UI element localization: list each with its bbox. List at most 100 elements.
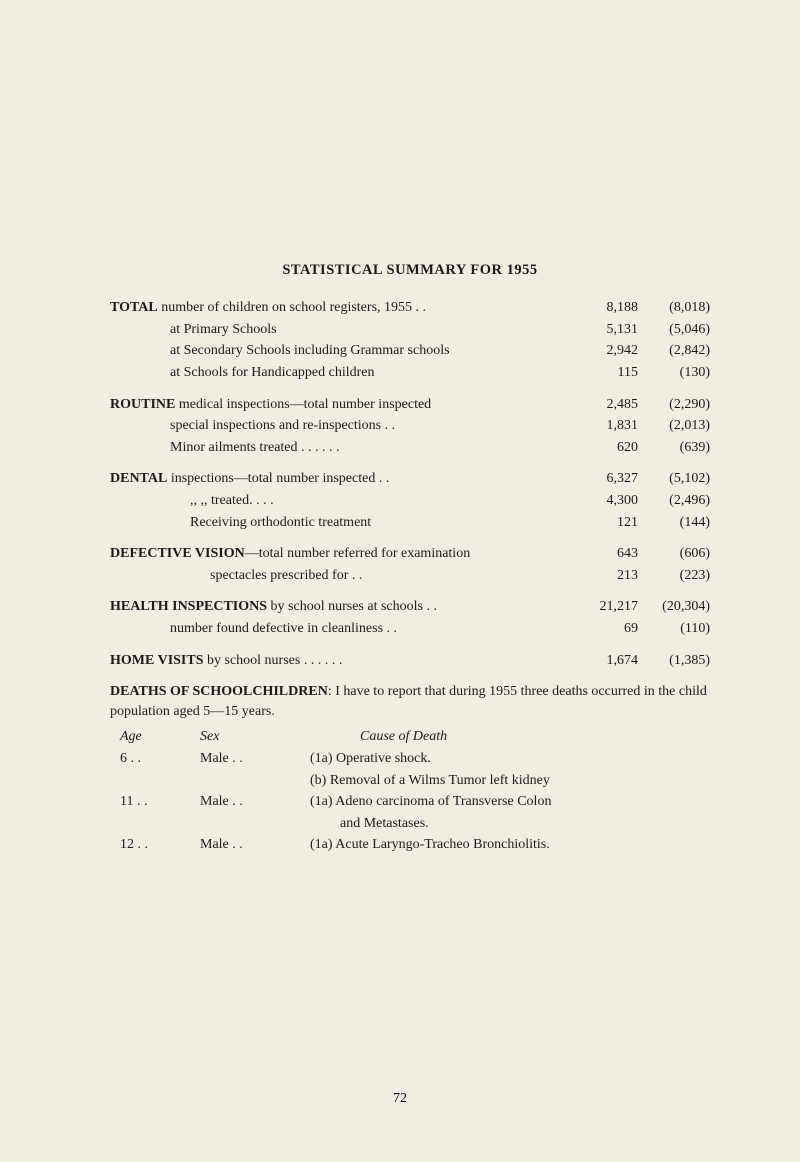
cell-sex: Male . . bbox=[200, 835, 310, 855]
stat-values: 6,327 (5,102) bbox=[586, 469, 710, 489]
cell-sex: Male . . bbox=[200, 749, 310, 769]
stat-value-current: 21,217 bbox=[586, 597, 638, 617]
stat-row: special inspections and re-inspections .… bbox=[110, 416, 710, 436]
stat-value-current: 1,674 bbox=[586, 651, 638, 671]
stat-section: ROUTINE medical inspections—total number… bbox=[110, 395, 710, 458]
statistics-sections: TOTAL number of children on school regis… bbox=[110, 298, 710, 670]
stat-label-text: number of children on school registers, … bbox=[158, 300, 426, 315]
section-heading: HEALTH INSPECTIONS bbox=[110, 599, 267, 614]
stat-values: 2,485 (2,290) bbox=[586, 395, 710, 415]
stat-value-current: 121 bbox=[586, 513, 638, 533]
stat-row: HOME VISITS by school nurses . . . . . .… bbox=[110, 651, 710, 671]
page-title: STATISTICAL SUMMARY FOR 1955 bbox=[110, 260, 710, 280]
stat-values: 115(130) bbox=[586, 363, 710, 383]
deaths-heading: DEATHS OF SCHOOLCHILDREN bbox=[110, 684, 328, 699]
stat-value-previous: (2,496) bbox=[650, 491, 710, 511]
stat-label-text: —total number referred for examination bbox=[245, 546, 470, 561]
stat-value-previous: (639) bbox=[650, 438, 710, 458]
stat-section: TOTAL number of children on school regis… bbox=[110, 298, 710, 382]
stat-row: spectacles prescribed for . .213(223) bbox=[110, 566, 710, 586]
stat-values: 8,188 (8,018) bbox=[586, 298, 710, 318]
deaths-intro: DEATHS OF SCHOOLCHILDREN: I have to repo… bbox=[110, 682, 710, 721]
stat-row: DENTAL inspections—total number inspecte… bbox=[110, 469, 710, 489]
stat-value-previous: (20,304) bbox=[650, 597, 710, 617]
stat-label: HEALTH INSPECTIONS by school nurses at s… bbox=[110, 597, 586, 617]
stat-row: Minor ailments treated . . . . . .620(63… bbox=[110, 438, 710, 458]
deaths-row: and Metastases. bbox=[120, 814, 710, 834]
section-heading: TOTAL bbox=[110, 300, 158, 315]
stat-value-current: 5,131 bbox=[586, 320, 638, 340]
deaths-row: 6 . .Male . .(1a) Operative shock. bbox=[120, 749, 710, 769]
stat-row: HEALTH INSPECTIONS by school nurses at s… bbox=[110, 597, 710, 617]
stat-values: 2,942(2,842) bbox=[586, 341, 710, 361]
stat-label-text: medical inspections—total number inspect… bbox=[175, 397, 431, 412]
stat-label: number found defective in cleanliness . … bbox=[110, 619, 586, 639]
stat-values: 1,831(2,013) bbox=[586, 416, 710, 436]
col-header-sex: Sex bbox=[200, 727, 310, 747]
deaths-row: 12 . .Male . .(1a) Acute Laryngo-Tracheo… bbox=[120, 835, 710, 855]
stat-value-current: 4,300 bbox=[586, 491, 638, 511]
deaths-section: DEATHS OF SCHOOLCHILDREN: I have to repo… bbox=[110, 682, 710, 855]
deaths-table-header: AgeSexCause of Death bbox=[120, 727, 710, 747]
stat-row: number found defective in cleanliness . … bbox=[110, 619, 710, 639]
stat-values: 121 (144) bbox=[586, 513, 710, 533]
stat-row: DEFECTIVE VISION—total number referred f… bbox=[110, 544, 710, 564]
stat-label: DENTAL inspections—total number inspecte… bbox=[110, 469, 586, 489]
stat-label-text: inspections—total number inspected . . bbox=[167, 471, 389, 486]
stat-value-previous: (130) bbox=[650, 363, 710, 383]
stat-label-text: by school nurses at schools . . bbox=[267, 599, 437, 614]
stat-value-previous: (5,046) bbox=[650, 320, 710, 340]
cell-sex bbox=[200, 814, 310, 834]
stat-label: spectacles prescribed for . . bbox=[110, 566, 586, 586]
deaths-table: AgeSexCause of Death6 . .Male . .(1a) Op… bbox=[120, 727, 710, 855]
stat-value-current: 643 bbox=[586, 544, 638, 564]
stat-row: ROUTINE medical inspections—total number… bbox=[110, 395, 710, 415]
cell-age: 12 . . bbox=[120, 835, 200, 855]
cell-cause: (1a) Operative shock. bbox=[310, 749, 710, 769]
cell-cause: (b) Removal of a Wilms Tumor left kidney bbox=[310, 771, 710, 791]
stat-value-current: 69 bbox=[586, 619, 638, 639]
stat-value-current: 2,942 bbox=[586, 341, 638, 361]
stat-section: DEFECTIVE VISION—total number referred f… bbox=[110, 544, 710, 585]
stat-value-current: 6,327 bbox=[586, 469, 638, 489]
stat-label-text: by school nurses . . . . . . bbox=[204, 653, 343, 668]
stat-value-previous: (8,018) bbox=[650, 298, 710, 318]
stat-label: ROUTINE medical inspections—total number… bbox=[110, 395, 586, 415]
stat-value-current: 213 bbox=[586, 566, 638, 586]
stat-values: 69 (110) bbox=[586, 619, 710, 639]
stat-row: TOTAL number of children on school regis… bbox=[110, 298, 710, 318]
cell-age: 11 . . bbox=[120, 792, 200, 812]
stat-values: 620(639) bbox=[586, 438, 710, 458]
stat-value-previous: (2,290) bbox=[650, 395, 710, 415]
stat-row: Receiving orthodontic treatment121(144) bbox=[110, 513, 710, 533]
stat-row: at Schools for Handicapped children115(1… bbox=[110, 363, 710, 383]
cell-sex: Male . . bbox=[200, 792, 310, 812]
stat-label: ,, ,, treated. . . . bbox=[110, 491, 586, 511]
section-heading: ROUTINE bbox=[110, 397, 175, 412]
section-heading: DENTAL bbox=[110, 471, 167, 486]
section-heading: HOME VISITS bbox=[110, 653, 204, 668]
col-header-age: Age bbox=[120, 727, 200, 747]
stat-values: 21,217 (20,304) bbox=[586, 597, 710, 617]
stat-value-current: 1,831 bbox=[586, 416, 638, 436]
stat-values: 1,674(1,385) bbox=[586, 651, 710, 671]
stat-value-previous: (144) bbox=[650, 513, 710, 533]
col-header-cause: Cause of Death bbox=[310, 727, 710, 747]
stat-row: at Primary Schools5,131(5,046) bbox=[110, 320, 710, 340]
stat-label: special inspections and re-inspections .… bbox=[110, 416, 586, 436]
stat-label: Minor ailments treated . . . . . . bbox=[110, 438, 586, 458]
deaths-row: 11 . .Male . .(1a) Adeno carcinoma of Tr… bbox=[120, 792, 710, 812]
stat-label: TOTAL number of children on school regis… bbox=[110, 298, 586, 318]
stat-label: at Secondary Schools including Grammar s… bbox=[110, 341, 586, 361]
stat-value-previous: (5,102) bbox=[650, 469, 710, 489]
stat-value-current: 8,188 bbox=[586, 298, 638, 318]
stat-label: at Schools for Handicapped children bbox=[110, 363, 586, 383]
section-heading: DEFECTIVE VISION bbox=[110, 546, 245, 561]
stat-section: HOME VISITS by school nurses . . . . . .… bbox=[110, 651, 710, 671]
stat-section: DENTAL inspections—total number inspecte… bbox=[110, 469, 710, 532]
cell-sex bbox=[200, 771, 310, 791]
document-page: STATISTICAL SUMMARY FOR 1955 TOTAL numbe… bbox=[0, 0, 800, 917]
stat-value-current: 2,485 bbox=[586, 395, 638, 415]
stat-value-previous: (110) bbox=[650, 619, 710, 639]
stat-value-previous: (606) bbox=[650, 544, 710, 564]
